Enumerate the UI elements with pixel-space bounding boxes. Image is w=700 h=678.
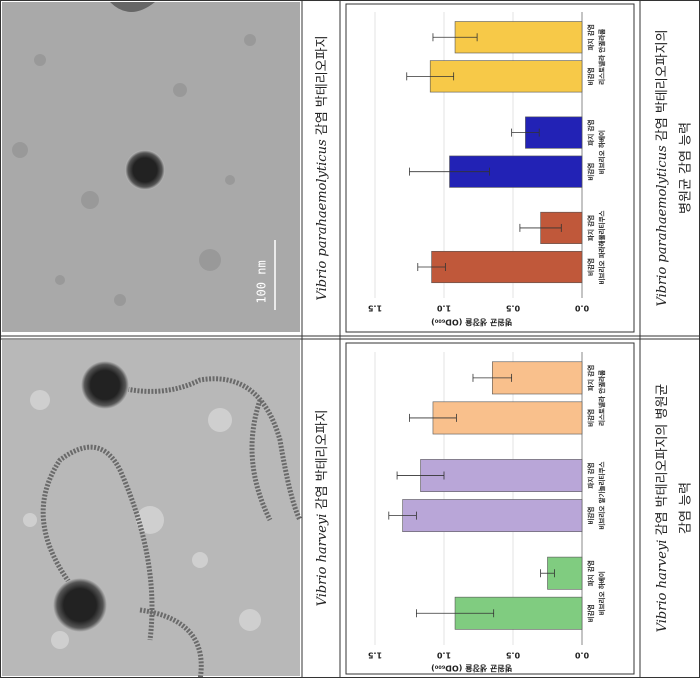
x-tick-label: 0.5 xyxy=(505,651,520,660)
x-tick-label: 1.5 xyxy=(367,304,382,313)
x-tick-label: 1.0 xyxy=(436,651,451,660)
category-label: 비감염 xyxy=(586,507,595,525)
axis-title: 병원균 생장율 (OD₆₀₀) xyxy=(431,318,512,328)
category-label: 파지 감염 xyxy=(586,365,595,391)
x-tick-label: 1.5 xyxy=(367,651,382,660)
description: Vibrio parahaemolyticus 감염 박테리오파지의 xyxy=(655,29,670,306)
x-tick-label: 0.0 xyxy=(574,304,589,313)
description: Vibrio harveyi 감염 박테리오파지의 병원균 xyxy=(655,384,670,633)
category-label: 비감염 xyxy=(586,163,595,181)
em-texture xyxy=(12,34,256,306)
caption-text: 감염 박테리오파지 xyxy=(315,35,330,139)
group-label: 비브리오 파라해몰리티쿠스 xyxy=(597,210,606,284)
category-label: 파지 감염 xyxy=(586,215,595,241)
category-label: 비감염 xyxy=(586,604,595,622)
group-label: 비브리오 알기놀리티쿠스 xyxy=(597,462,606,530)
x-tick-label: 0.0 xyxy=(574,651,589,660)
species: Vibrio parahaemolyticus xyxy=(655,145,670,307)
caption-text: 감염 박테리오파지 xyxy=(315,410,330,514)
description: 병원균 감염 능력 xyxy=(679,122,694,214)
phage-head xyxy=(125,150,165,190)
caption: Vibrio parahaemolyticus 감염 박테리오파지 xyxy=(315,35,330,300)
axis-title: 병원균 생장율 (OD₆₀₀) xyxy=(431,664,512,674)
phage-fragment xyxy=(110,2,155,12)
group-label: 비브리오 하베이 xyxy=(597,571,606,615)
description-text: 감염 박테리오파지의 xyxy=(655,29,670,145)
bar xyxy=(432,401,583,435)
bar xyxy=(431,250,583,284)
category-label: 비감염 xyxy=(586,409,595,427)
x-tick-label: 0.5 xyxy=(505,304,520,313)
phage-head xyxy=(53,578,107,632)
bar xyxy=(402,499,583,533)
category-label: 비감염 xyxy=(586,258,595,276)
category-label: 파지 감염 xyxy=(586,560,595,586)
category-label: 파지 감염 xyxy=(586,24,595,50)
category-label: 파지 감염 xyxy=(586,119,595,145)
em-texture xyxy=(23,390,261,649)
group-label: 리스토넬라 안귈라룸 xyxy=(597,370,606,426)
species: Vibrio harveyi xyxy=(655,540,670,633)
phage-tails xyxy=(40,376,303,678)
group-label: 리스토넬라 안귈라룸 xyxy=(597,29,606,85)
x-tick-label: 1.0 xyxy=(436,304,451,313)
category-label: 비감염 xyxy=(586,67,595,85)
group-label: 비브리오 하베이 xyxy=(597,130,606,174)
description-text: 감염 박테리오파지의 병원균 xyxy=(655,384,670,540)
category-label: 파지 감염 xyxy=(586,462,595,488)
species: Vibrio parahaemolyticus xyxy=(315,139,330,301)
species: Vibrio harveyi xyxy=(315,514,330,607)
description: 감염 능력 xyxy=(679,482,694,534)
bar xyxy=(429,60,583,93)
scale-label: 100 nm xyxy=(255,260,269,303)
caption: Vibrio harveyi 감염 박테리오파지 xyxy=(315,410,330,607)
phage-head xyxy=(81,361,129,409)
bar xyxy=(420,459,583,492)
